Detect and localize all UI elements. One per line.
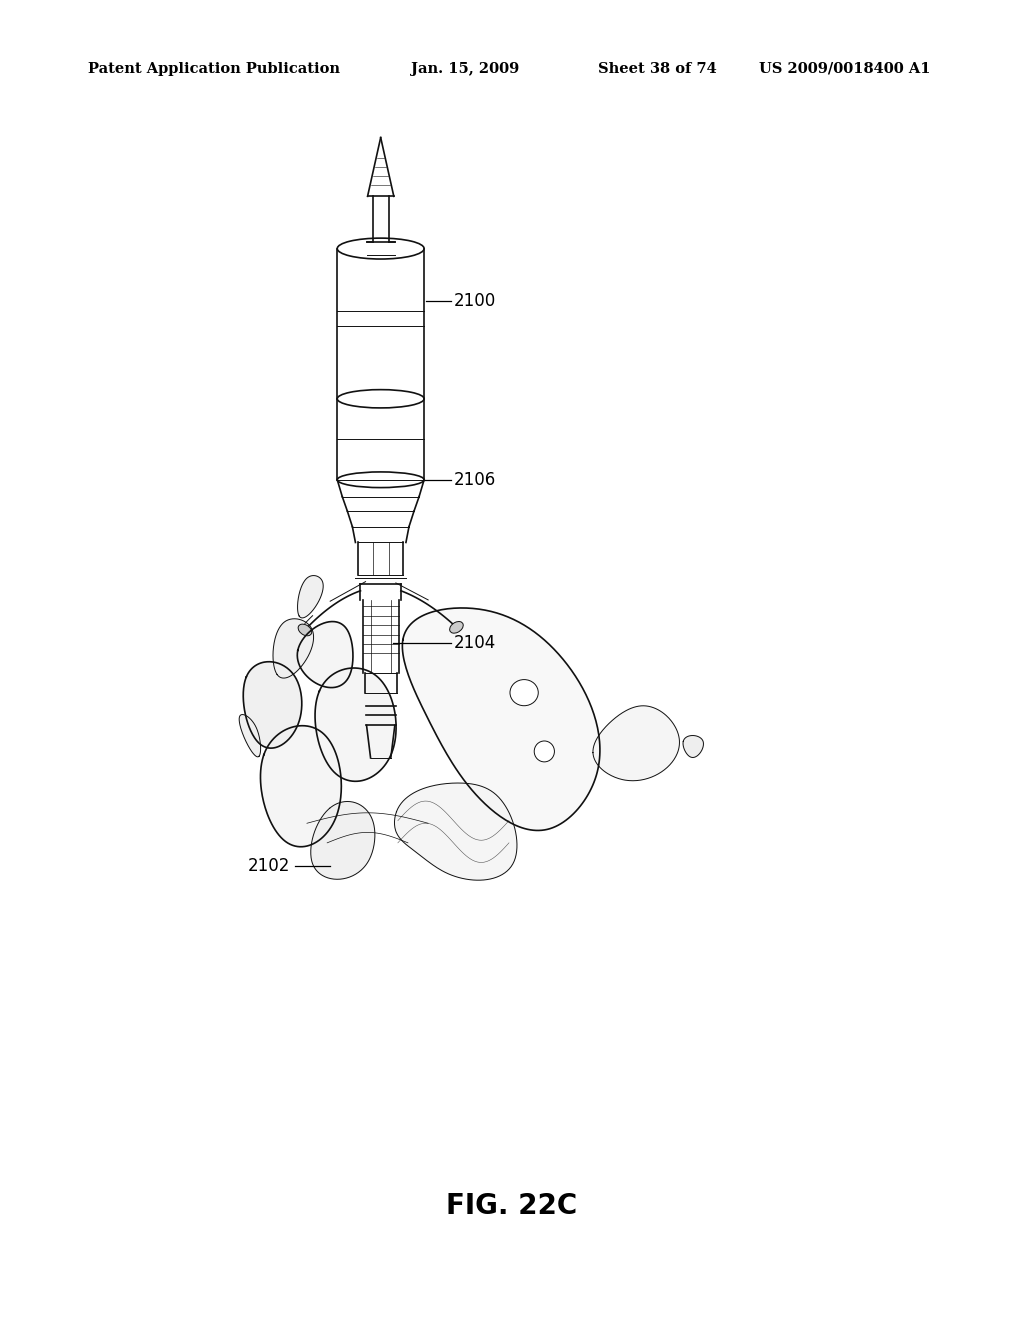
Ellipse shape	[298, 624, 311, 636]
Ellipse shape	[510, 680, 539, 706]
Text: Jan. 15, 2009: Jan. 15, 2009	[411, 62, 519, 75]
Text: FIG. 22C: FIG. 22C	[446, 1192, 578, 1220]
Text: Patent Application Publication: Patent Application Publication	[88, 62, 340, 75]
Polygon shape	[244, 661, 302, 748]
Text: 2100: 2100	[454, 292, 496, 310]
Polygon shape	[394, 783, 517, 880]
Text: 2102: 2102	[248, 858, 290, 875]
Polygon shape	[310, 801, 375, 879]
Polygon shape	[402, 609, 600, 830]
Text: US 2009/0018400 A1: US 2009/0018400 A1	[760, 62, 931, 75]
Text: Sheet 38 of 74: Sheet 38 of 74	[598, 62, 717, 75]
Polygon shape	[273, 619, 313, 678]
Polygon shape	[297, 622, 353, 688]
Polygon shape	[260, 726, 341, 846]
Text: 2106: 2106	[454, 471, 496, 488]
Polygon shape	[683, 735, 703, 758]
Polygon shape	[593, 706, 680, 780]
Polygon shape	[298, 576, 324, 618]
Text: 2104: 2104	[454, 634, 496, 652]
Polygon shape	[240, 714, 261, 756]
Ellipse shape	[450, 622, 463, 634]
Polygon shape	[315, 668, 396, 781]
Ellipse shape	[535, 741, 554, 762]
